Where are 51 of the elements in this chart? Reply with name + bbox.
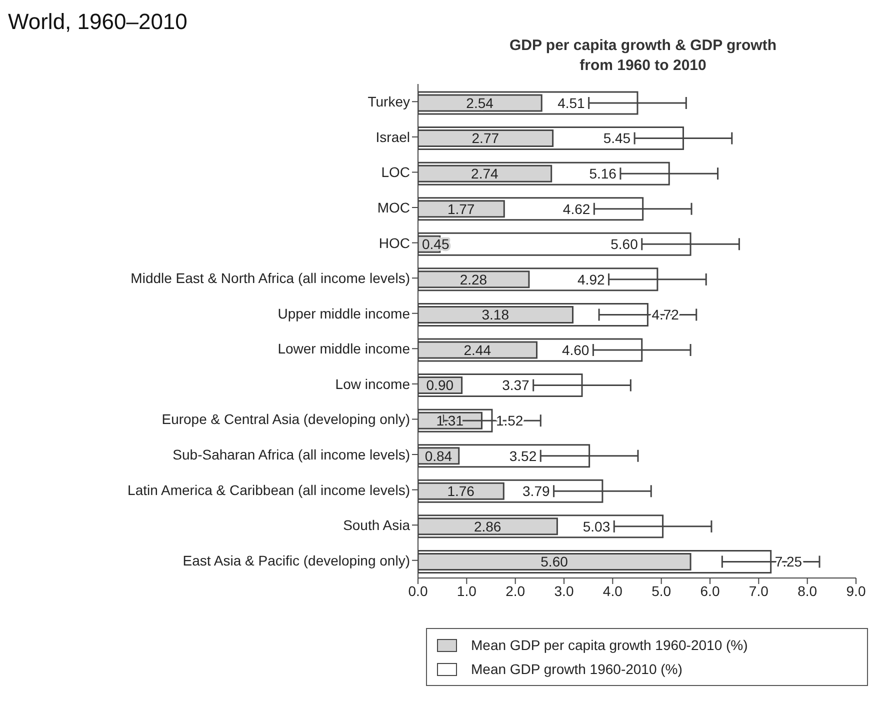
data-label: 4.92 [578, 271, 605, 288]
data-label: 2.28 [460, 271, 488, 288]
y-tick-label: Sub-Saharan Africa (all income levels) [172, 446, 410, 462]
x-tick-label: 4.0 [602, 582, 623, 599]
x-tick-label: 1.0 [456, 582, 477, 599]
data-label: 4.51 [558, 94, 586, 111]
y-tick-label: Middle East & North Africa (all income levels) [130, 270, 410, 286]
data-label: 2.54 [466, 94, 494, 111]
y-tick-label: Upper middle income [278, 305, 410, 322]
data-label: 1.76 [447, 483, 475, 500]
x-tick-label: 2.0 [506, 582, 526, 599]
y-tick-label: Latin America & Caribbean (all income levels) [128, 482, 410, 498]
chart-title: GDP per capita growth & GDP growth from 1960 to 2010 [508, 36, 778, 76]
y-tick-label: South Asia [343, 517, 410, 534]
data-label: 5.45 [603, 130, 631, 146]
y-tick-label: HOC [378, 234, 410, 251]
y-tick-label: MOC [377, 199, 410, 216]
data-label: 0.90 [426, 377, 454, 394]
data-label: 5.03 [582, 518, 610, 534]
x-tick-label: 3.0 [554, 582, 574, 599]
data-label: 1.77 [447, 200, 475, 217]
x-tick-label: 9.0 [846, 582, 866, 599]
x-tick-label: 0.0 [408, 582, 428, 599]
data-label: 0.84 [424, 448, 452, 464]
y-tick-label: Low income [335, 376, 410, 392]
data-label: 5.16 [589, 165, 617, 182]
x-tick-label: 6.0 [700, 582, 720, 599]
y-tick-label: LOC [381, 164, 410, 180]
x-tick-label: 7.0 [748, 582, 769, 599]
data-label: 5.60 [540, 554, 568, 570]
data-label: 5.60 [610, 236, 638, 252]
y-tick-label: Europe & Central Asia (developing only) [162, 411, 410, 428]
y-tick-label: Turkey [368, 94, 410, 110]
data-label: 4.60 [562, 342, 590, 358]
data-label: 2.86 [474, 518, 502, 534]
legend-label: Mean GDP per capita growth 1960-2010 (%) [471, 637, 748, 653]
x-tick-label: 5.0 [652, 582, 672, 599]
data-label: 3.18 [482, 306, 510, 323]
data-label: 4.62 [562, 200, 590, 217]
y-tick-label: Israel [376, 128, 410, 145]
data-label: 3.79 [522, 483, 550, 500]
data-label: 2.44 [464, 342, 492, 358]
data-label: 2.77 [472, 130, 500, 146]
data-label: 2.74 [471, 165, 499, 182]
text: World, 1960–2010 [8, 8, 188, 36]
y-tick-label: East Asia & Pacific (developing only) [182, 552, 410, 568]
x-tick-label: 8.0 [798, 582, 818, 599]
data-label: 3.52 [509, 448, 537, 464]
legend-label: Mean GDP growth 1960-2010 (%) [471, 661, 682, 677]
y-tick-label: Lower middle income [278, 340, 410, 357]
data-label: 3.37 [502, 377, 530, 394]
